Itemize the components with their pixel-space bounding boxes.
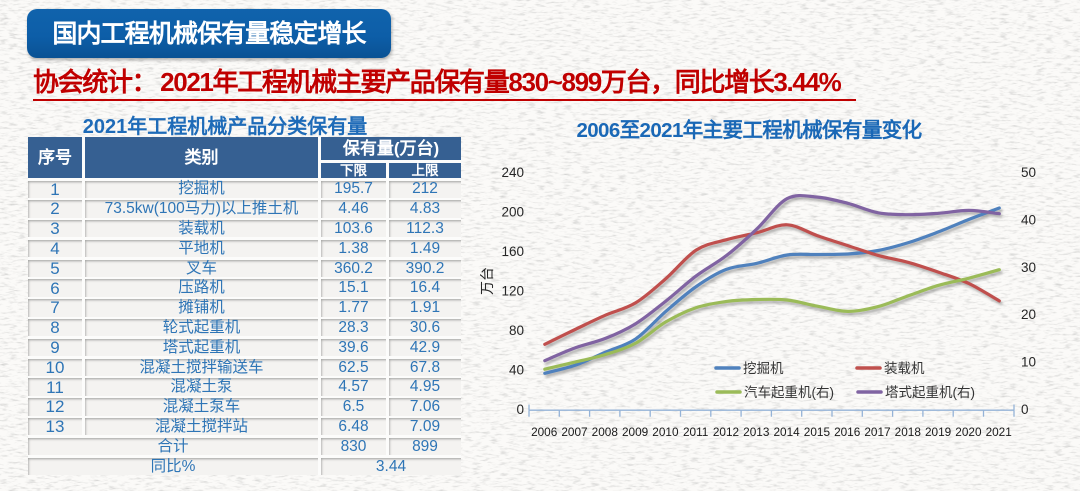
svg-text:2019: 2019 xyxy=(925,425,951,439)
svg-text:10: 10 xyxy=(1021,355,1036,370)
svg-text:2015: 2015 xyxy=(804,425,831,439)
svg-text:2009: 2009 xyxy=(622,425,648,439)
svg-text:2017: 2017 xyxy=(864,425,890,439)
svg-text:40: 40 xyxy=(1021,212,1036,227)
svg-text:2020: 2020 xyxy=(955,425,982,439)
svg-text:20: 20 xyxy=(1021,307,1036,322)
svg-text:30: 30 xyxy=(1021,260,1036,275)
svg-text:2011: 2011 xyxy=(683,425,708,439)
svg-text:2018: 2018 xyxy=(895,425,922,439)
svg-text:挖掘机: 挖掘机 xyxy=(743,361,784,376)
svg-text:2008: 2008 xyxy=(592,425,619,439)
svg-text:2013: 2013 xyxy=(743,425,770,439)
svg-text:2007: 2007 xyxy=(561,425,587,439)
svg-text:2021: 2021 xyxy=(986,425,1012,439)
svg-text:80: 80 xyxy=(509,323,524,338)
svg-text:160: 160 xyxy=(501,244,524,259)
svg-text:2012: 2012 xyxy=(713,425,739,439)
svg-text:120: 120 xyxy=(501,284,524,299)
svg-text:2016: 2016 xyxy=(834,425,861,439)
svg-text:0: 0 xyxy=(1021,402,1029,417)
svg-text:万台: 万台 xyxy=(480,267,495,295)
svg-text:50: 50 xyxy=(1021,165,1036,180)
svg-text:汽车起重机(右): 汽车起重机(右) xyxy=(744,384,834,400)
svg-text:200: 200 xyxy=(501,205,524,220)
svg-text:40: 40 xyxy=(509,363,524,378)
svg-text:240: 240 xyxy=(501,165,524,180)
svg-text:塔式起重机(右): 塔式起重机(右) xyxy=(885,385,975,400)
svg-text:2010: 2010 xyxy=(652,425,679,439)
svg-text:2006: 2006 xyxy=(531,425,558,439)
svg-text:装载机: 装载机 xyxy=(884,361,925,376)
svg-text:2014: 2014 xyxy=(773,425,800,439)
svg-text:0: 0 xyxy=(516,402,524,417)
